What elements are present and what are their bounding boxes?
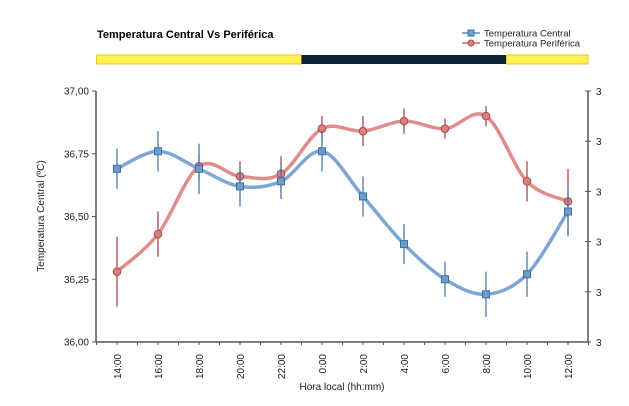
data-point xyxy=(522,177,532,186)
bar-segment-day xyxy=(96,54,302,65)
bar-segment-night xyxy=(301,55,507,64)
data-point xyxy=(277,177,285,186)
right-y-tick-label: 3 xyxy=(596,338,602,349)
x-tick-label: 0:00 xyxy=(318,354,329,374)
data-point xyxy=(564,207,572,216)
data-point xyxy=(441,275,449,284)
right-y-tick-label: 3 xyxy=(596,238,602,249)
right-y-tick-label: 3 xyxy=(596,187,602,198)
data-point xyxy=(358,126,368,136)
x-tick-label: 10:00 xyxy=(523,354,534,379)
x-tick-label: 6:00 xyxy=(441,354,452,374)
data-point xyxy=(440,124,450,133)
day-night-bar xyxy=(96,54,589,65)
series-layer xyxy=(112,106,573,317)
legend-marker xyxy=(467,39,475,47)
right-y-tick-label: 3 xyxy=(596,137,602,148)
x-tick-label: 20:00 xyxy=(236,354,247,379)
data-point xyxy=(113,164,121,173)
chart-title: Temperatura Central Vs Periférica xyxy=(97,29,274,41)
data-point xyxy=(153,229,163,239)
bar-segment-day xyxy=(506,54,589,65)
legend-marker xyxy=(467,29,475,37)
x-tick-label: 2:00 xyxy=(359,354,370,374)
y-tick-label: 36,00 xyxy=(64,338,89,349)
y-tick-label: 36,25 xyxy=(64,275,89,286)
data-point xyxy=(481,111,491,121)
axes: 36,00 36,25 36,50 36,75 37,00 3 3 3 3 3 3 14:00 16:0… xyxy=(64,87,602,380)
right-y-tick-label: 3 xyxy=(596,288,602,299)
data-point xyxy=(318,147,326,156)
right-y-tick-label: 3 xyxy=(596,87,602,98)
data-point xyxy=(482,290,490,299)
series-line-1 xyxy=(115,112,570,274)
x-tick-label: 4:00 xyxy=(400,354,411,374)
x-tick-label: 16:00 xyxy=(154,354,165,379)
x-tick-label: 14:00 xyxy=(113,354,124,379)
y-axis-label: Temperatura Central (ºC) xyxy=(36,160,47,271)
data-point xyxy=(400,240,408,249)
y-tick-label: 36,75 xyxy=(64,149,89,160)
data-point xyxy=(236,182,244,191)
legend-label: Temperatura Periférica xyxy=(484,39,581,50)
x-tick-label: 8:00 xyxy=(482,354,493,374)
y-tick-label: 37,00 xyxy=(64,87,89,98)
data-point xyxy=(112,267,122,277)
x-tick-label: 12:00 xyxy=(564,354,575,379)
data-point xyxy=(195,164,203,173)
data-point xyxy=(399,116,409,126)
data-point xyxy=(154,147,162,156)
data-point xyxy=(523,270,531,279)
legend-label: Temperatura Central xyxy=(484,29,571,40)
data-point xyxy=(359,192,367,201)
x-tick-label: 22:00 xyxy=(277,354,288,379)
x-axis-label: Hora local (hh:mm) xyxy=(299,382,384,393)
x-tick-label: 18:00 xyxy=(195,354,206,379)
y-tick-label: 36,50 xyxy=(64,212,89,223)
series-line-0 xyxy=(115,149,570,297)
